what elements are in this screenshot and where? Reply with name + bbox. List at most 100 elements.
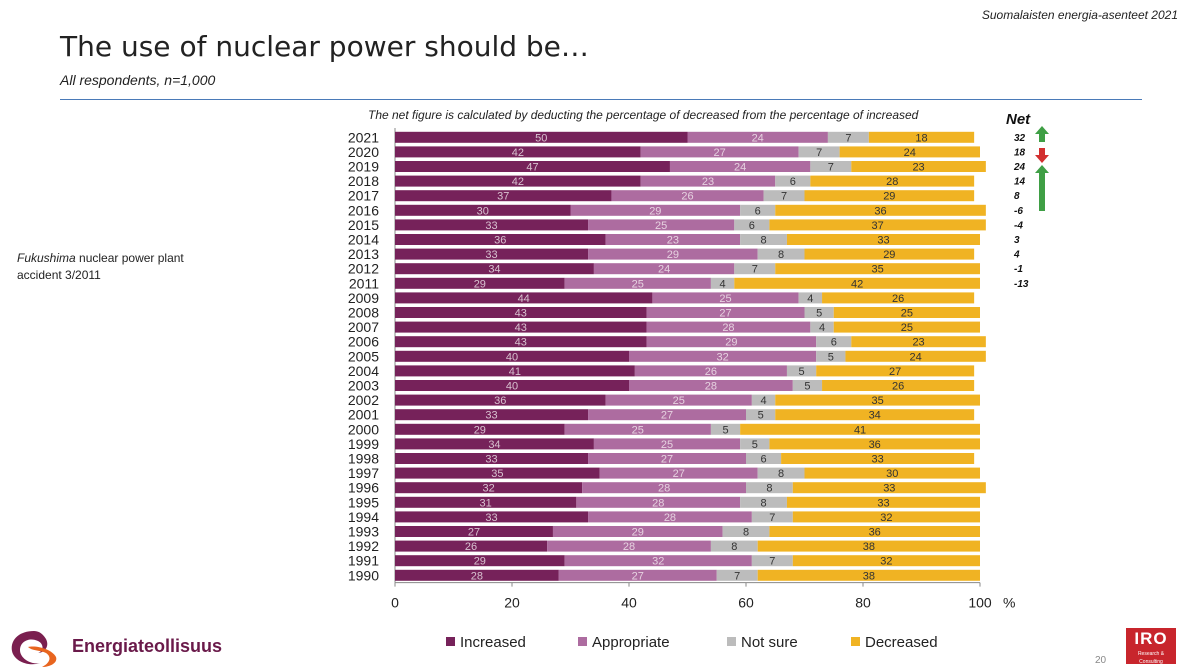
data-label: 32 <box>880 556 892 568</box>
net-value: -4 <box>1014 220 1023 231</box>
y-tick-label: 2011 <box>349 275 379 291</box>
bar-segment <box>395 350 629 362</box>
data-label: 38 <box>863 570 875 582</box>
data-label: 29 <box>474 556 486 568</box>
bar-segment <box>395 277 565 289</box>
net-value: -6 <box>1014 206 1023 217</box>
bar-segment <box>395 555 565 567</box>
y-tick-label: 2020 <box>348 144 379 160</box>
data-label: 41 <box>509 366 521 378</box>
legend-label: Appropriate <box>592 634 670 651</box>
bar-segment <box>751 394 776 406</box>
bar-segment <box>710 423 741 435</box>
bar-segment <box>804 248 975 260</box>
bar-segment <box>710 277 735 289</box>
data-label: 27 <box>661 454 673 466</box>
bar-segment <box>395 365 635 377</box>
data-label: 38 <box>863 541 875 553</box>
data-label: 8 <box>743 527 749 539</box>
header-divider <box>60 99 1142 100</box>
data-label: 5 <box>752 439 758 451</box>
data-label: 8 <box>760 497 766 509</box>
data-label: 5 <box>722 424 728 436</box>
net-value: 3 <box>1014 235 1020 246</box>
bar-segment <box>646 307 805 318</box>
bar-segment <box>804 307 834 318</box>
data-label: 25 <box>632 424 644 436</box>
data-label: 30 <box>886 468 898 480</box>
data-label: 7 <box>734 570 740 582</box>
bar-segment <box>646 321 811 333</box>
data-label: 36 <box>494 395 506 407</box>
bar-segment <box>810 321 834 333</box>
bar-segment <box>792 482 986 494</box>
data-label: 50 <box>535 132 547 144</box>
data-label: 6 <box>790 176 796 188</box>
data-label: 47 <box>526 162 538 174</box>
y-tick-label: 2009 <box>348 290 379 306</box>
data-label: 33 <box>877 497 889 509</box>
x-unit-label: % <box>1003 595 1015 611</box>
bar-segment <box>781 453 975 464</box>
data-label: 27 <box>714 147 726 159</box>
data-label: 26 <box>681 191 693 203</box>
bar-segment <box>775 175 811 187</box>
data-label: 25 <box>661 439 673 451</box>
data-label: 27 <box>719 308 731 320</box>
y-tick-label: 2016 <box>348 202 379 218</box>
bar-segment <box>552 526 723 537</box>
data-label: 27 <box>632 570 644 582</box>
bar-segment <box>810 161 852 172</box>
net-value: 8 <box>1014 191 1020 202</box>
data-label: 6 <box>749 220 755 232</box>
x-tick-label: 80 <box>855 595 871 611</box>
y-tick-label: 2002 <box>348 392 379 408</box>
data-label: 33 <box>485 249 497 261</box>
data-label: 31 <box>480 497 492 509</box>
bar-segment <box>652 292 799 304</box>
data-label: 35 <box>491 468 503 480</box>
data-label: 37 <box>872 220 884 232</box>
data-label: 8 <box>731 541 737 553</box>
iro-badge-main: IRO <box>1134 629 1168 648</box>
fukushima-italic: Fukushima <box>17 251 76 265</box>
data-label: 8 <box>778 468 784 480</box>
bar-segment <box>611 190 764 202</box>
data-label: 18 <box>915 132 927 144</box>
data-label: 24 <box>910 351 922 363</box>
page-number: 20 <box>1095 655 1107 666</box>
bar-segment <box>395 190 612 202</box>
legend-label: Not sure <box>741 634 798 651</box>
data-label: 5 <box>758 410 764 422</box>
data-label: 25 <box>632 278 644 290</box>
data-label: 4 <box>819 322 825 334</box>
bar-segment <box>751 511 793 523</box>
bar-segment <box>722 526 770 537</box>
bar-segment <box>395 336 647 348</box>
bar-segment <box>395 394 606 406</box>
y-tick-label: 2021 <box>348 129 379 145</box>
data-label: 35 <box>872 395 884 407</box>
bar-segment <box>845 350 986 362</box>
bar-segment <box>395 496 577 508</box>
bar-segment <box>395 146 641 158</box>
data-label: 33 <box>485 220 497 232</box>
bar-segment <box>740 438 770 450</box>
bar-segment <box>395 453 589 464</box>
data-label: 42 <box>512 176 524 188</box>
data-label: 33 <box>485 410 497 422</box>
bar-segment <box>564 555 752 567</box>
data-label: 41 <box>854 424 866 436</box>
bar-segment <box>786 365 817 377</box>
bar-segment <box>816 365 975 377</box>
bar-segment <box>547 540 711 552</box>
data-label: 26 <box>892 293 904 305</box>
net-value: 24 <box>1013 162 1026 173</box>
data-label: 34 <box>488 264 500 276</box>
data-label: 25 <box>655 220 667 232</box>
energiateollisuus-logo-icon <box>11 631 57 667</box>
y-tick-label: 1991 <box>348 553 379 569</box>
net-value: 32 <box>1014 133 1026 144</box>
bar-segment <box>395 438 594 450</box>
